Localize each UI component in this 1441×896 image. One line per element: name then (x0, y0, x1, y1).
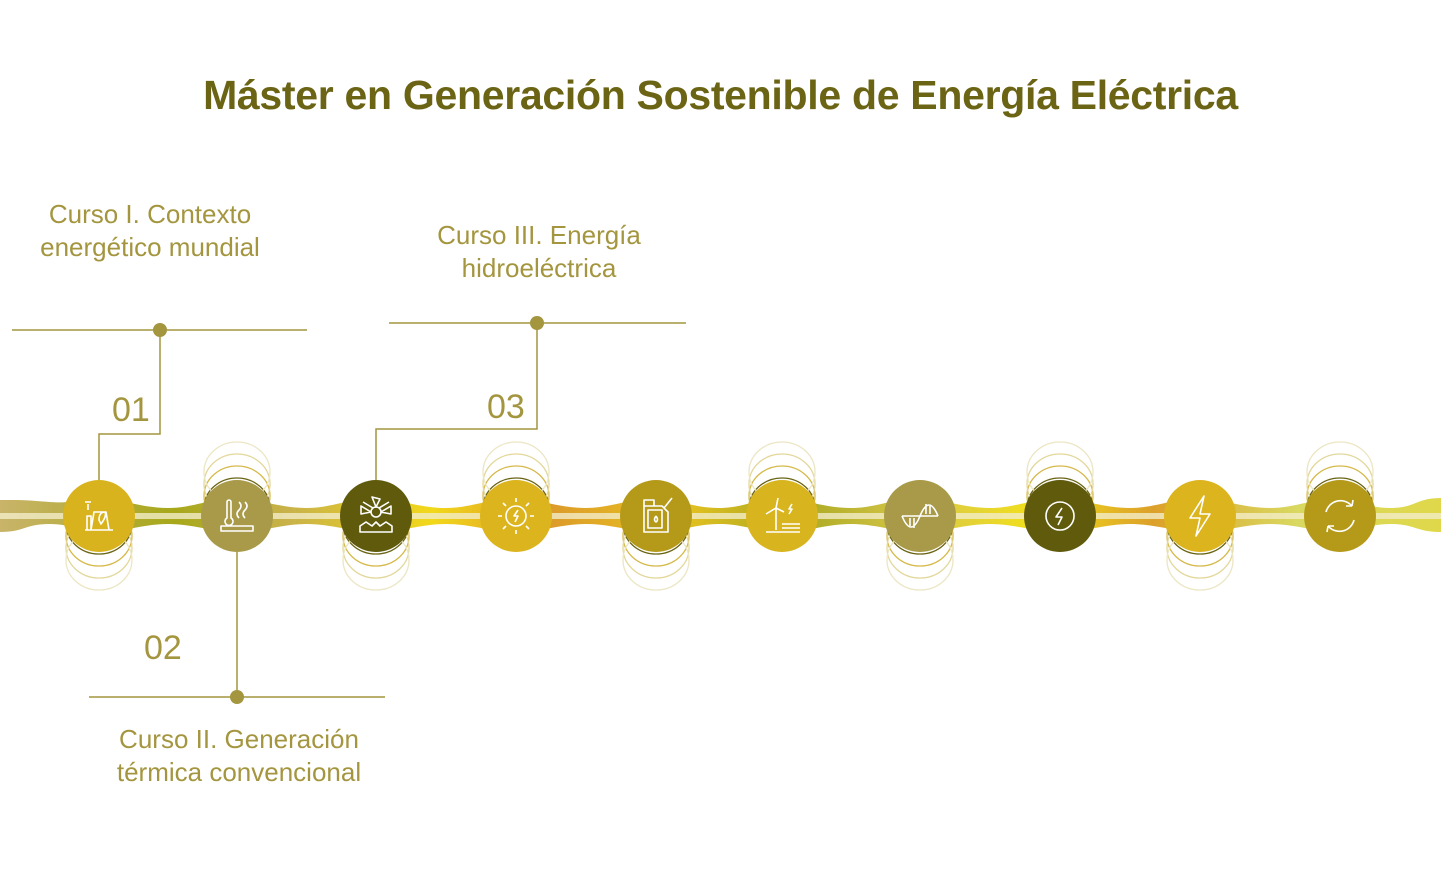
course-1-number: 01 (112, 391, 150, 429)
wave-energy-icon (901, 504, 939, 528)
timeline-node[interactable] (63, 480, 135, 552)
timeline-node[interactable] (201, 480, 273, 552)
course-2-label: Curso II. Generación térmica convenciona… (116, 724, 362, 787)
node-circle (746, 480, 818, 552)
course-1-dot (153, 323, 167, 337)
hydro-turbine-icon (359, 496, 393, 533)
timeline-node[interactable] (340, 480, 412, 552)
solar-energy-icon (498, 498, 534, 534)
timeline-node[interactable] (746, 480, 818, 552)
band-highlight (0, 513, 1441, 519)
course-1-connector (98, 330, 161, 480)
wind-turbine-icon (765, 497, 800, 533)
timeline-node[interactable] (1304, 480, 1376, 552)
course-1-label: Curso I. Contexto energético mundial (40, 199, 260, 262)
timeline-node[interactable] (884, 480, 956, 552)
lightning-bolt-icon (1189, 495, 1211, 537)
course-2-number: 02 (144, 629, 182, 667)
node-circle (1024, 480, 1096, 552)
thermometer-heat-icon (220, 499, 254, 532)
page-title: Máster en Generación Sostenible de Energ… (203, 72, 1238, 118)
course-3-number: 03 (487, 388, 525, 426)
fuel-can-icon (643, 497, 673, 533)
node-circle (340, 480, 412, 552)
power-plant-leaf-icon (85, 501, 113, 531)
course-2-dot (230, 690, 244, 704)
electricity-circle-icon (1045, 501, 1075, 531)
node-circle (1304, 480, 1376, 552)
recycle-arrows-icon (1325, 499, 1355, 533)
node-circle (1164, 480, 1236, 552)
timeline-node[interactable] (1024, 480, 1096, 552)
course-3-label: Curso III. Energía hidroeléctrica (437, 220, 641, 283)
timeline-node[interactable] (1164, 480, 1236, 552)
timeline-node[interactable] (620, 480, 692, 552)
timeline-node[interactable] (480, 480, 552, 552)
course-3-connector (375, 323, 538, 480)
course-3-dot (530, 316, 544, 330)
